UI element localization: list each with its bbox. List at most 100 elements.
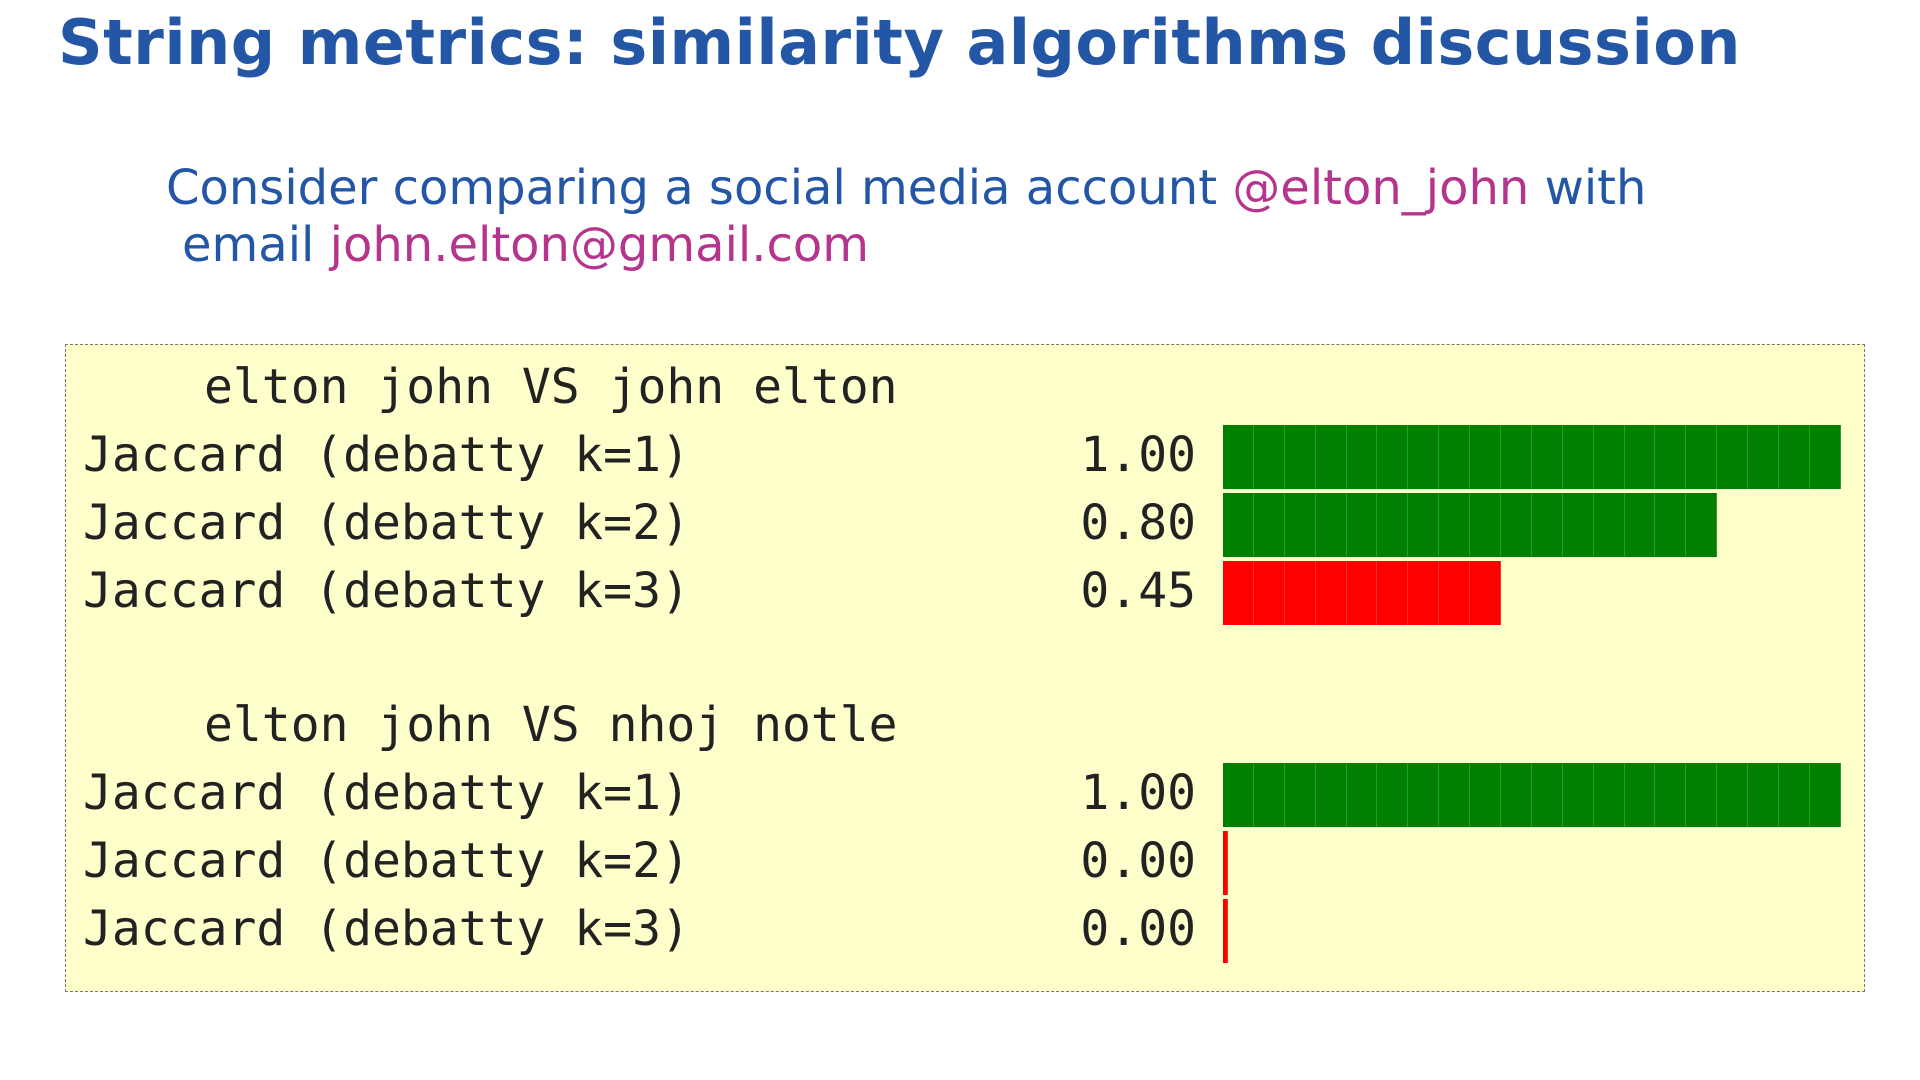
bar-segment [1439, 763, 1471, 827]
bar-segment [1593, 493, 1625, 557]
bar-segment [1315, 425, 1347, 489]
bar-segment [1470, 763, 1502, 827]
metric-row: Jaccard (debatty k=3) 0.45 [66, 557, 1502, 625]
bar-segment [1686, 763, 1718, 827]
metric-label: Jaccard (debatty k=2) [83, 495, 690, 551]
metric-score: 0.00 [1080, 833, 1196, 889]
metric-score: 0.00 [1080, 901, 1196, 957]
score-bar [1223, 899, 1228, 963]
bar-segment [1686, 493, 1718, 557]
bar-segment [1748, 763, 1780, 827]
bar-segment [1223, 831, 1228, 895]
bar-segment [1593, 425, 1625, 489]
bar-segment [1284, 425, 1316, 489]
bar-segment [1223, 493, 1254, 557]
metric-score: 0.45 [1080, 563, 1196, 619]
bar-segment [1531, 763, 1563, 827]
metric-row: Jaccard (debatty k=1) 1.00 [66, 759, 1841, 827]
metric-score: 0.80 [1080, 495, 1196, 551]
email-address: john.elton@gmail.com [329, 217, 870, 273]
bar-segment [1717, 425, 1749, 489]
bar-segment [1809, 425, 1841, 489]
bar-segment [1624, 763, 1656, 827]
bar-segment [1284, 493, 1316, 557]
score-bar [1223, 493, 1718, 557]
metric-row: Jaccard (debatty k=2) 0.80 [66, 489, 1718, 557]
bar-segment [1253, 763, 1285, 827]
bar-segment [1562, 763, 1594, 827]
bar-segment [1470, 425, 1502, 489]
intro-part3: email [182, 217, 330, 273]
bar-segment [1223, 763, 1254, 827]
bar-segment [1346, 493, 1378, 557]
bar-segment [1624, 425, 1656, 489]
bar-segment [1624, 493, 1656, 557]
account-handle: @elton_john [1232, 160, 1530, 216]
bar-segment [1562, 425, 1594, 489]
bar-segment [1439, 561, 1471, 625]
bar-segment [1501, 493, 1532, 557]
bar-segment [1315, 763, 1347, 827]
bar-segment [1346, 763, 1378, 827]
metric-row: Jaccard (debatty k=3) 0.00 [66, 895, 1228, 963]
score-bar [1223, 763, 1841, 827]
bar-segment [1315, 561, 1347, 625]
bar-segment [1284, 763, 1316, 827]
bar-segment [1655, 493, 1687, 557]
slide-title: String metrics: similarity algorithms di… [58, 6, 1741, 79]
bar-segment [1377, 561, 1409, 625]
bar-segment [1346, 561, 1378, 625]
score-bar [1223, 831, 1228, 895]
bar-segment [1377, 493, 1409, 557]
metric-score: 1.00 [1080, 427, 1196, 483]
comparison-heading: elton john VS nhoj notle [204, 697, 898, 753]
bar-segment [1686, 425, 1718, 489]
intro-part1: Consider comparing a social media accoun… [166, 160, 1233, 216]
bar-segment [1748, 425, 1780, 489]
bar-segment [1253, 425, 1285, 489]
results-panel: elton john VS john elton Jaccard (debatt… [65, 344, 1865, 992]
bar-segment [1315, 493, 1347, 557]
metric-label: Jaccard (debatty k=3) [83, 563, 690, 619]
bar-segment [1408, 493, 1440, 557]
bar-segment [1470, 561, 1502, 625]
bar-segment [1655, 763, 1687, 827]
bar-segment [1408, 763, 1440, 827]
bar-segment [1470, 493, 1502, 557]
intro-line2: email john.elton@gmail.com [166, 217, 1646, 274]
metric-label: Jaccard (debatty k=3) [83, 901, 690, 957]
bar-segment [1562, 493, 1594, 557]
bar-segment [1284, 561, 1316, 625]
score-bar [1223, 561, 1502, 625]
bar-segment [1809, 763, 1841, 827]
bar-segment [1223, 899, 1228, 963]
bar-segment [1408, 561, 1440, 625]
bar-segment [1223, 425, 1254, 489]
bar-segment [1377, 425, 1409, 489]
bar-segment [1779, 763, 1810, 827]
metric-label: Jaccard (debatty k=2) [83, 833, 690, 889]
bar-segment [1593, 763, 1625, 827]
comparison-heading: elton john VS john elton [204, 359, 898, 415]
bar-segment [1531, 493, 1563, 557]
bar-segment [1346, 425, 1378, 489]
score-bar [1223, 425, 1841, 489]
bar-segment [1655, 425, 1687, 489]
intro-part2: with [1529, 160, 1647, 216]
metric-row: Jaccard (debatty k=2) 0.00 [66, 827, 1228, 895]
metric-label: Jaccard (debatty k=1) [83, 765, 690, 821]
bar-segment [1717, 763, 1749, 827]
bar-segment [1223, 561, 1254, 625]
bar-segment [1408, 425, 1440, 489]
bar-segment [1253, 493, 1285, 557]
bar-segment [1531, 425, 1563, 489]
metric-label: Jaccard (debatty k=1) [83, 427, 690, 483]
bar-segment [1439, 493, 1471, 557]
metric-row: Jaccard (debatty k=1) 1.00 [66, 421, 1841, 489]
bar-segment [1501, 763, 1532, 827]
intro-text: Consider comparing a social media accoun… [166, 160, 1646, 274]
bar-segment [1779, 425, 1810, 489]
metric-score: 1.00 [1080, 765, 1196, 821]
bar-segment [1377, 763, 1409, 827]
bar-segment [1501, 425, 1532, 489]
